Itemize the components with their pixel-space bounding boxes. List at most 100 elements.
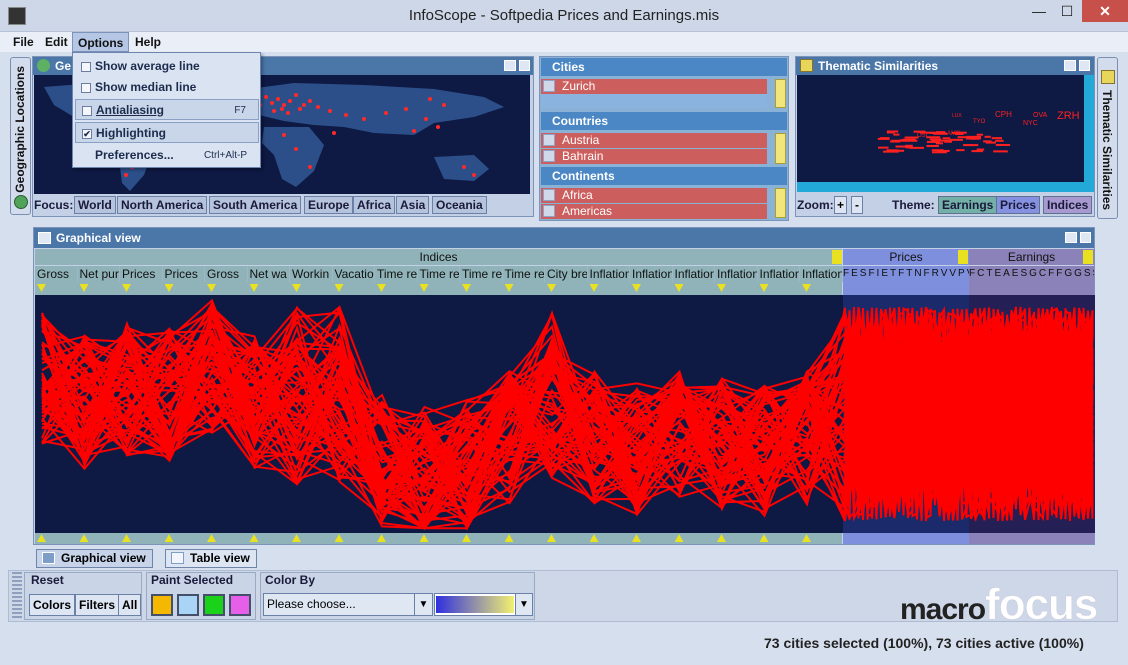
- focus-africa-button[interactable]: Africa: [353, 196, 396, 214]
- focus-south-america-button[interactable]: South America: [209, 196, 302, 214]
- top-filter-handle[interactable]: [462, 284, 471, 292]
- bottom-filter-handle[interactable]: [504, 534, 514, 542]
- bottom-filter-handle[interactable]: [717, 534, 726, 542]
- continents-scrollbar[interactable]: [775, 188, 786, 218]
- focus-world-button[interactable]: World: [74, 196, 116, 214]
- bottom-filter-handle[interactable]: [462, 534, 471, 542]
- prices-columns-compact[interactable]: FESFIETFTNFRVVPVMFL: [843, 266, 969, 282]
- paint-lightblue-swatch[interactable]: [177, 594, 199, 616]
- column-header[interactable]: Time re: [375, 266, 418, 282]
- list-item-city[interactable]: Zurich: [541, 79, 767, 94]
- focus-asia-button[interactable]: Asia: [396, 196, 430, 214]
- countries-scrollbar[interactable]: [775, 133, 786, 164]
- tab-geographic-locations[interactable]: Geographic Locations: [10, 57, 31, 215]
- checkbox-antialiasing[interactable]: [82, 106, 92, 116]
- column-header[interactable]: Time re: [502, 266, 545, 282]
- bottom-filter-handle[interactable]: [79, 534, 89, 542]
- bottom-filter-handle[interactable]: [632, 534, 641, 542]
- menu-item-highlighting[interactable]: ✔ Highlighting: [75, 122, 259, 143]
- menu-options[interactable]: Options: [72, 32, 130, 52]
- top-filter-handle[interactable]: [589, 284, 599, 292]
- column-header[interactable]: Inflation: [715, 266, 758, 282]
- bottom-filter-handle[interactable]: [37, 534, 46, 542]
- menu-item-antialiasing[interactable]: Antialiasing F7: [75, 99, 259, 120]
- menu-item-show-average[interactable]: Show average line: [75, 56, 259, 77]
- group-indices[interactable]: Indices: [35, 249, 842, 265]
- bottom-filter-handle[interactable]: [589, 534, 599, 542]
- focus-oceania-button[interactable]: Oceania: [432, 196, 487, 214]
- bottom-filter-handle[interactable]: [802, 534, 811, 542]
- bottom-filter-handle[interactable]: [122, 534, 131, 542]
- country-checkbox[interactable]: [543, 150, 555, 162]
- top-filter-handle[interactable]: [164, 284, 174, 292]
- list-item-country[interactable]: Bahrain: [541, 149, 767, 164]
- checkbox-highlighting[interactable]: ✔: [82, 129, 92, 139]
- zoom-in-button[interactable]: +: [834, 196, 848, 214]
- panel-close-icon[interactable]: [1080, 232, 1091, 243]
- paint-orange-swatch[interactable]: [151, 594, 173, 616]
- bottom-filter-handle[interactable]: [164, 534, 174, 542]
- maximize-button[interactable]: ☐: [1060, 3, 1074, 19]
- earnings-columns-compact[interactable]: FCTEAESGCFFGGSSSSF: [969, 266, 1094, 282]
- column-header[interactable]: Gross: [205, 266, 248, 282]
- top-filter-handle[interactable]: [632, 284, 641, 292]
- column-header[interactable]: Inflation: [757, 266, 800, 282]
- continent-checkbox[interactable]: [543, 189, 555, 201]
- tab-table-view[interactable]: Table view: [165, 549, 257, 568]
- parallel-coordinates-plot[interactable]: [35, 295, 1095, 533]
- top-filter-handle[interactable]: [292, 284, 301, 292]
- top-filter-handle[interactable]: [207, 284, 216, 292]
- reset-colors-button[interactable]: Colors: [29, 594, 76, 616]
- paint-magenta-swatch[interactable]: [229, 594, 251, 616]
- top-filter-handle[interactable]: [419, 284, 429, 292]
- column-header[interactable]: Prices: [162, 266, 205, 282]
- top-filter-handle[interactable]: [504, 284, 514, 292]
- column-header[interactable]: Gross: [35, 266, 78, 282]
- panel-maximize-icon[interactable]: [1064, 60, 1076, 71]
- top-filter-handle[interactable]: [547, 284, 556, 292]
- group-earnings[interactable]: Earnings: [969, 249, 1094, 265]
- close-button[interactable]: ✕: [1082, 0, 1128, 22]
- chevron-down-icon[interactable]: ▼: [515, 594, 532, 615]
- top-filter-handle[interactable]: [717, 284, 726, 292]
- panel-maximize-icon[interactable]: [1065, 232, 1077, 243]
- column-header[interactable]: Workin: [290, 266, 333, 282]
- continent-checkbox[interactable]: [543, 205, 555, 217]
- column-header[interactable]: Net wa: [247, 266, 290, 282]
- theme-indices-button[interactable]: Indices: [1043, 196, 1093, 214]
- column-header[interactable]: Inflation: [800, 266, 843, 282]
- color-gradient-select[interactable]: ▼: [434, 593, 533, 616]
- column-header[interactable]: Vacatio: [332, 266, 375, 282]
- bottom-filter-handle[interactable]: [419, 534, 429, 542]
- thematic-scrollbar-v[interactable]: [1084, 75, 1094, 192]
- group-prices[interactable]: Prices: [843, 249, 969, 265]
- panel-maximize-icon[interactable]: [504, 60, 516, 71]
- group-expand-right-icon[interactable]: [958, 250, 968, 264]
- list-item-continent[interactable]: Americas: [541, 204, 767, 219]
- theme-prices-button[interactable]: Prices: [996, 196, 1041, 214]
- bottom-filter-handle[interactable]: [547, 534, 556, 542]
- bottom-filter-handle[interactable]: [292, 534, 301, 542]
- column-header[interactable]: Inflation: [587, 266, 630, 282]
- country-checkbox[interactable]: [543, 134, 555, 146]
- zoom-out-button[interactable]: -: [851, 196, 863, 214]
- top-filter-handle[interactable]: [249, 284, 259, 292]
- bottom-filter-handle[interactable]: [334, 534, 344, 542]
- colorby-select[interactable]: Please choose... ▼: [263, 593, 433, 616]
- checkbox-show-median[interactable]: [81, 83, 91, 93]
- menu-item-show-median[interactable]: Show median line: [75, 77, 259, 98]
- bottom-filter-handle[interactable]: [674, 534, 684, 542]
- group-collapse-left-icon[interactable]: [832, 250, 842, 264]
- top-filter-handle[interactable]: [759, 284, 769, 292]
- column-header[interactable]: Time re: [417, 266, 460, 282]
- minimize-button[interactable]: —: [1032, 3, 1046, 19]
- column-header[interactable]: Prices: [120, 266, 163, 282]
- checkbox-show-average[interactable]: [81, 62, 91, 72]
- tab-thematic-similarities[interactable]: Thematic Similarities: [1097, 57, 1118, 219]
- focus-europe-button[interactable]: Europe: [304, 196, 354, 214]
- thematic-scrollbar-h[interactable]: [797, 182, 1084, 192]
- bottom-filter-handle[interactable]: [377, 534, 386, 542]
- top-filter-handle[interactable]: [334, 284, 344, 292]
- column-header[interactable]: Time re: [460, 266, 503, 282]
- focus-north-america-button[interactable]: North America: [117, 196, 208, 214]
